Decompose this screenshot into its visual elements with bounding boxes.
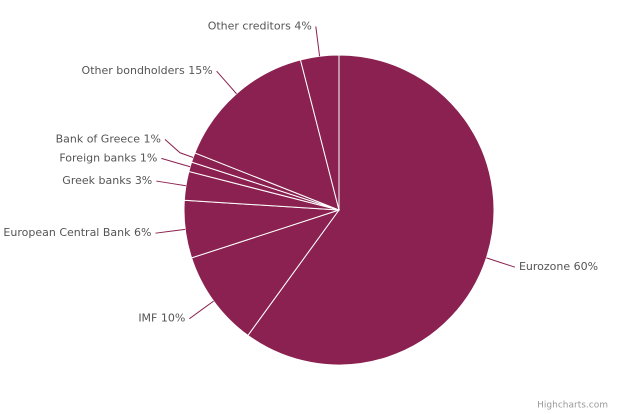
pie-slice	[194, 59, 340, 211]
connector	[164, 139, 194, 158]
connector	[315, 26, 321, 57]
pie-slice	[247, 54, 495, 366]
data-label: European Central Bank 6%	[3, 226, 151, 239]
label-value: 15%	[188, 64, 212, 77]
label-value: 3%	[135, 174, 152, 187]
connector	[161, 157, 191, 168]
connector	[216, 70, 237, 95]
connector	[156, 180, 186, 187]
label-name: Bank of Greece	[56, 132, 141, 145]
data-label: Bank of Greece 1%	[56, 132, 161, 145]
label-value: 60%	[574, 260, 598, 273]
connector	[189, 300, 214, 320]
label-name: Other bondholders	[82, 64, 185, 77]
connector	[486, 257, 516, 268]
label-value: 1%	[143, 132, 160, 145]
credits[interactable]: Highcharts.com	[537, 401, 608, 411]
label-value: 1%	[140, 151, 157, 164]
data-label: Greek banks 3%	[62, 174, 152, 187]
data-label: Other creditors 4%	[208, 19, 312, 32]
label-name: IMF	[138, 312, 157, 325]
label-name: Other creditors	[208, 19, 291, 32]
label-value: 10%	[161, 312, 185, 325]
label-value: 4%	[294, 19, 311, 32]
connector	[155, 228, 186, 234]
label-value: 6%	[134, 226, 151, 239]
data-label: IMF 10%	[138, 312, 185, 325]
data-label: Eurozone 60%	[519, 260, 598, 273]
label-name: Foreign banks	[59, 151, 136, 164]
label-name: Eurozone	[519, 260, 570, 273]
label-name: European Central Bank	[3, 226, 131, 239]
label-name: Greek banks	[62, 174, 131, 187]
data-label: Foreign banks 1%	[59, 151, 157, 164]
data-label: Other bondholders 15%	[82, 64, 213, 77]
